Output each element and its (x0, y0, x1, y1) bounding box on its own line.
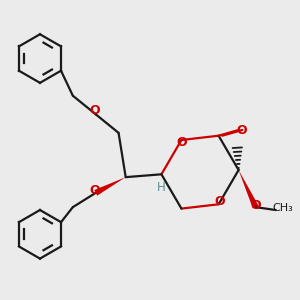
Text: O: O (250, 199, 261, 212)
Text: CH₃: CH₃ (272, 203, 293, 213)
Text: O: O (237, 124, 247, 137)
Polygon shape (238, 170, 259, 208)
Text: H: H (157, 181, 166, 194)
Text: O: O (89, 104, 100, 117)
Text: O: O (89, 184, 100, 196)
Polygon shape (94, 177, 126, 196)
Text: O: O (176, 136, 187, 149)
Text: O: O (215, 195, 225, 208)
